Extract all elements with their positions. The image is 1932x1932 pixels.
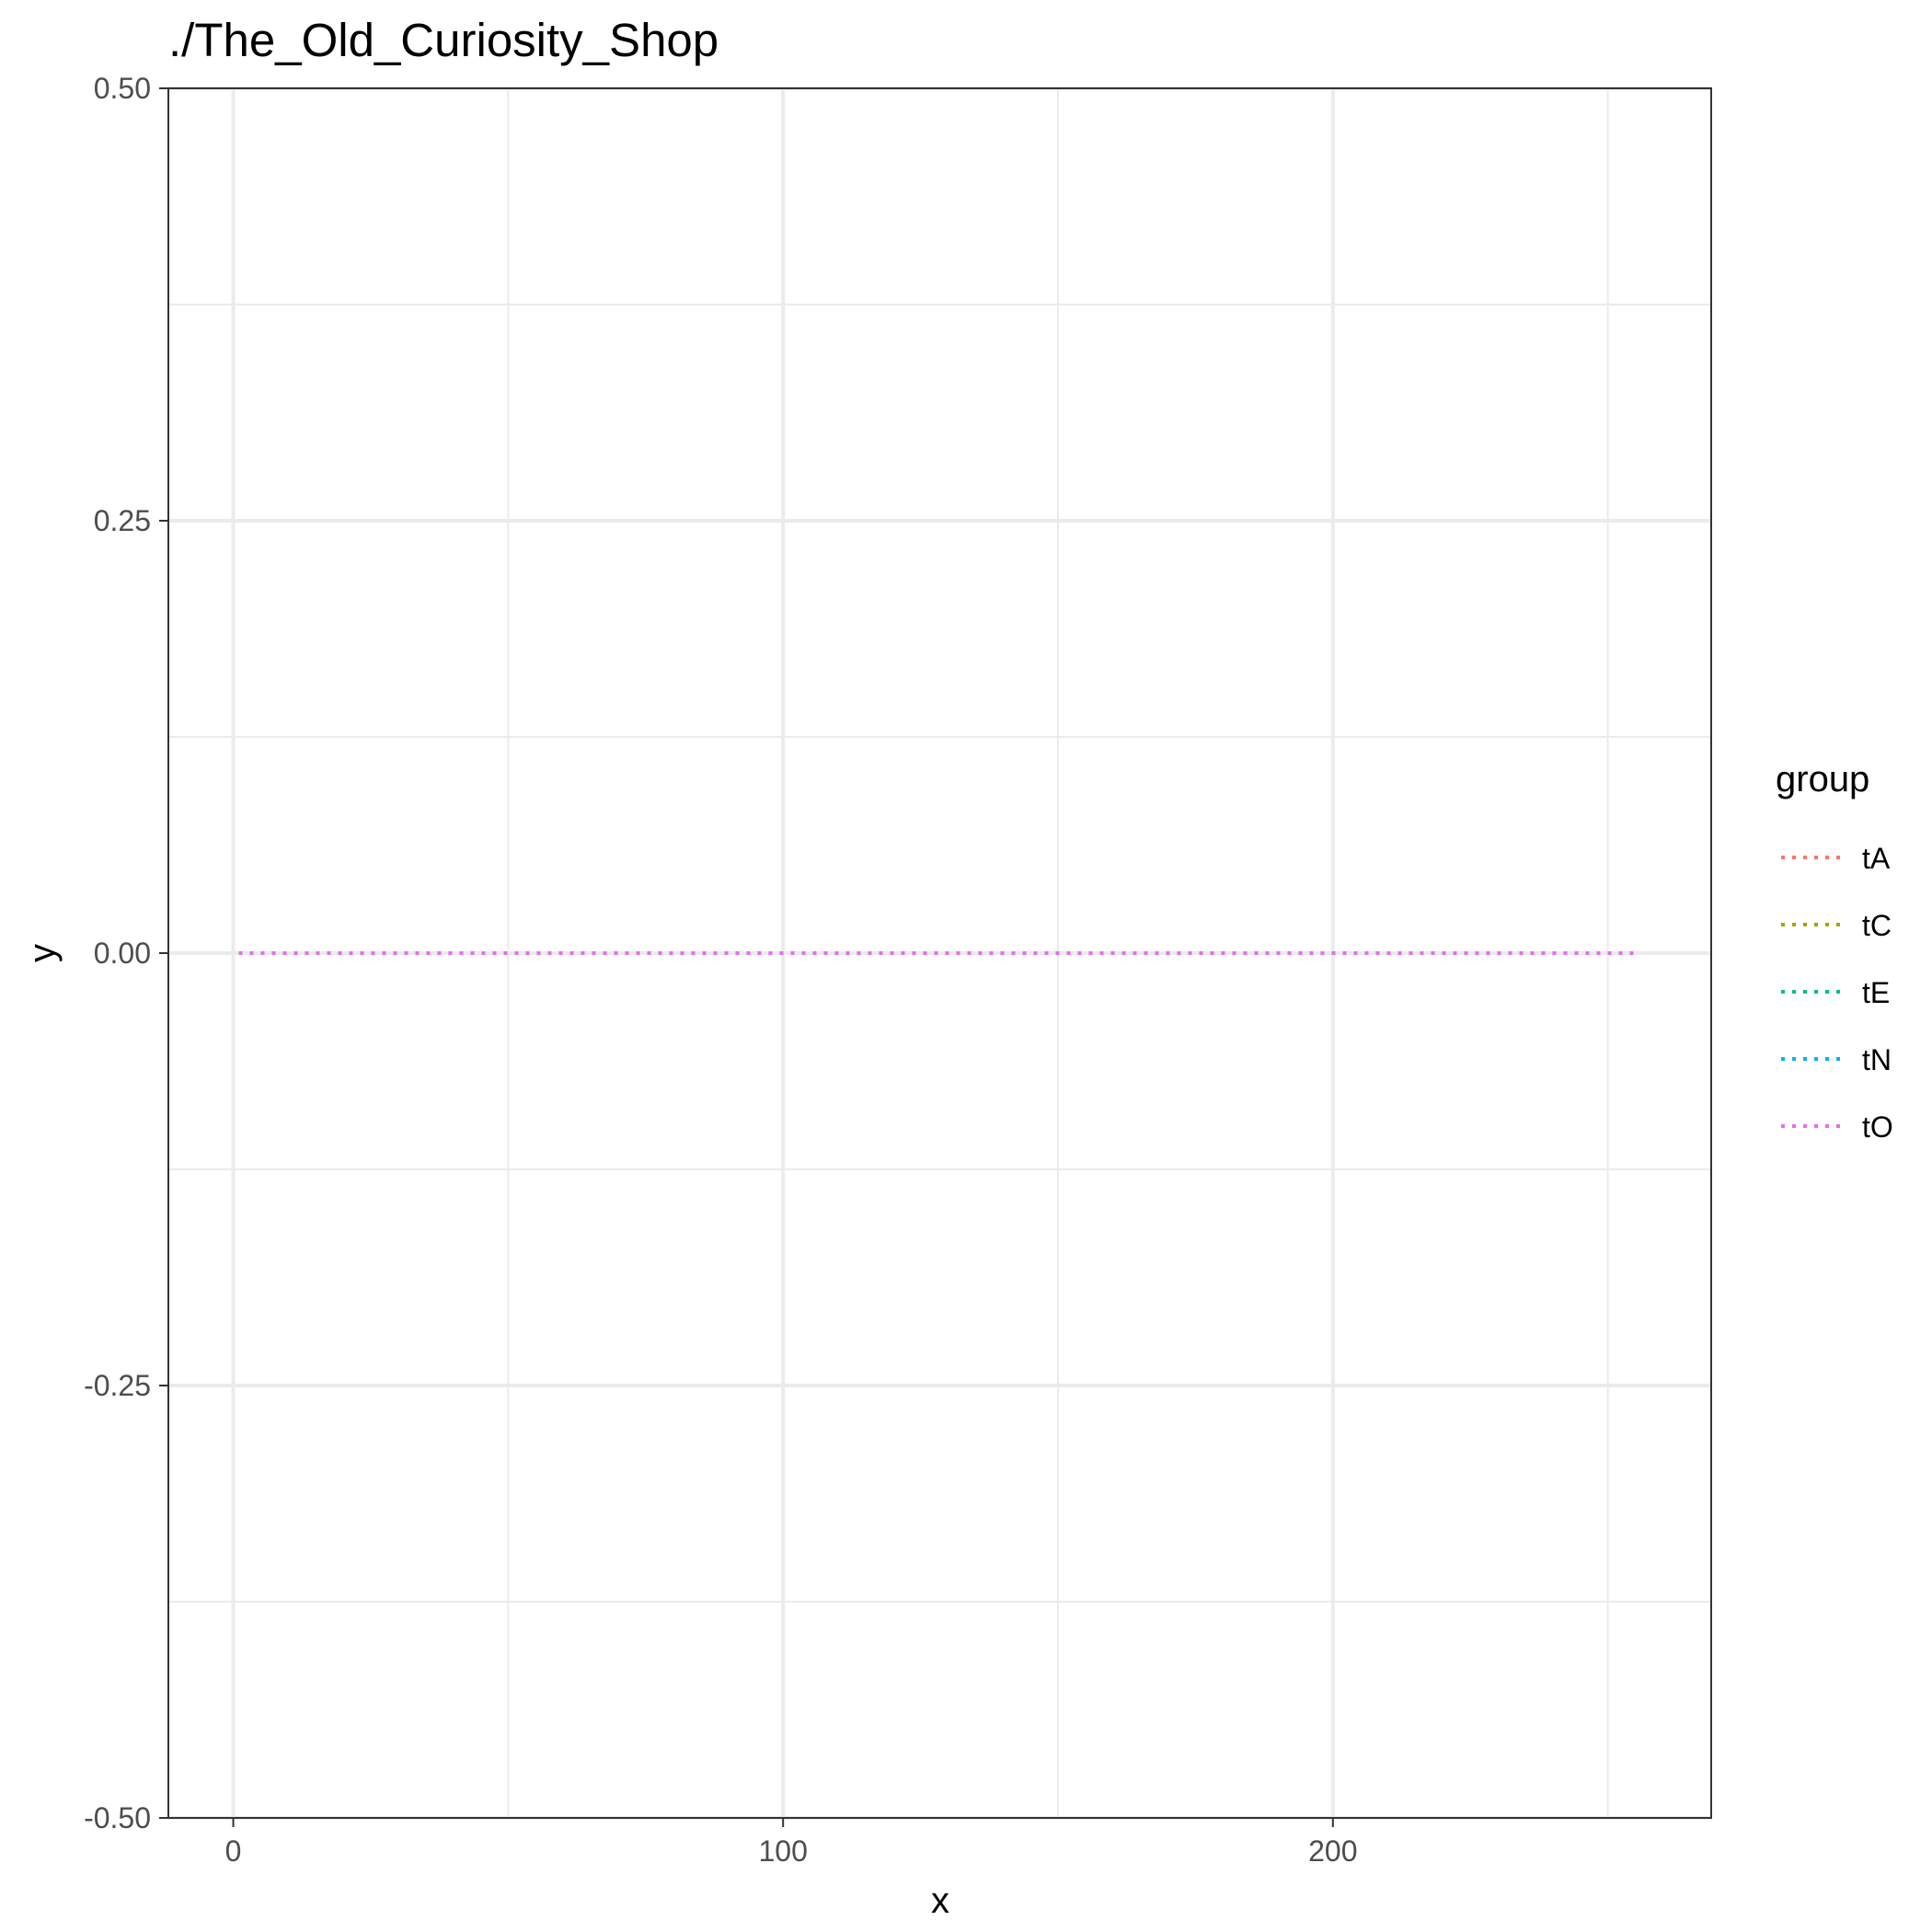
legend-label-tN: tN [1862,1043,1892,1076]
y-tick-label: 0.50 [94,72,151,105]
legend-label-tC: tC [1862,909,1892,942]
y-axis: -0.50 -0.25 0.00 0.25 0.50 [84,72,168,1834]
y-tick-label: 0.25 [94,504,151,537]
x-axis-title: x [931,1880,949,1921]
chart-title: ./The_Old_Curiosity_Shop [168,14,719,66]
x-tick-label: 100 [758,1834,807,1868]
legend-title: group [1776,759,1869,799]
x-tick-label: 0 [225,1834,242,1868]
legend-label-tA: tA [1862,842,1891,875]
y-tick-label: -0.50 [84,1801,151,1834]
y-tick-label: 0.00 [94,937,151,970]
legend-label-tE: tE [1862,976,1890,1009]
legend-label-tO: tO [1862,1110,1893,1144]
y-axis-title: y [22,944,63,962]
x-axis: 0 100 200 [225,1818,1358,1868]
x-tick-label: 200 [1308,1834,1357,1868]
legend: group tA tC tE tN tO [1776,759,1893,1144]
y-tick-label: -0.25 [84,1369,151,1402]
